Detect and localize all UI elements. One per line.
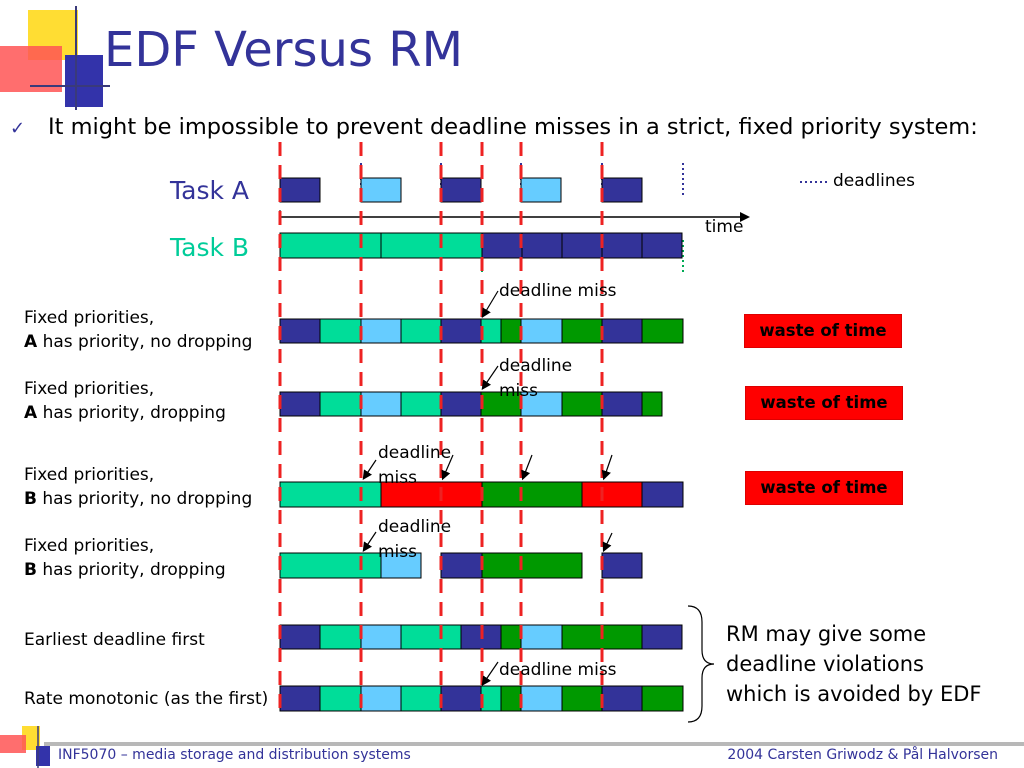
deadline-dashed-lines xyxy=(278,142,604,712)
task-a-label: Task A xyxy=(170,176,250,205)
deadline-miss-note-5: deadline miss xyxy=(499,660,617,680)
row3-label: Fixed priorities, B has priority, no dro… xyxy=(24,465,253,509)
task-b-timeline xyxy=(279,232,683,259)
row4-label: Fixed priorities, B has priority, droppi… xyxy=(24,536,226,580)
row4-timeline xyxy=(279,552,643,579)
deadline-miss-note-1: deadline miss xyxy=(499,281,617,301)
deadline-miss-arrows xyxy=(362,290,613,686)
bullet-text: It might be impossible to prevent deadli… xyxy=(48,114,978,140)
row5-label: Earliest deadline first xyxy=(24,630,205,650)
footer-bar xyxy=(44,742,1024,746)
waste-of-time-box-3: waste of time xyxy=(745,471,903,505)
row3-timeline xyxy=(279,481,684,508)
deadlines-legend-label: deadlines xyxy=(833,171,915,191)
row6-timeline xyxy=(279,685,684,712)
deadline-miss-note-4: deadline miss xyxy=(378,517,452,562)
task-a-timeline xyxy=(279,177,643,203)
time-axis-arrowhead xyxy=(740,212,750,222)
footer-blue-square xyxy=(36,746,50,766)
summary-text: RM may give some deadline violations whi… xyxy=(726,622,982,706)
footer-authors: 2004 Carsten Griwodz & Pål Halvorsen xyxy=(727,747,998,763)
waste-of-time-box-1: waste of time xyxy=(744,314,902,348)
slide-title: EDF Versus RM xyxy=(104,22,463,78)
deco-blue-square xyxy=(65,55,103,107)
row6-label: Rate monotonic (as the first) xyxy=(24,689,269,709)
waste-of-time-box-2: waste of time xyxy=(745,386,903,420)
footer-yellow-square xyxy=(22,726,40,750)
deadline-miss-note-3: deadline miss xyxy=(378,443,452,488)
checkmark-icon: ✓ xyxy=(10,118,26,139)
time-axis-label: time xyxy=(705,217,744,237)
footer-red-square xyxy=(0,735,26,753)
row1-label: Fixed priorities, A has priority, no dro… xyxy=(24,308,253,352)
summary-brace xyxy=(687,605,715,723)
row1-timeline xyxy=(279,318,684,344)
deadline-miss-note-2: deadline miss xyxy=(499,356,573,401)
row2-label: Fixed priorities, A has priority, droppi… xyxy=(24,379,226,423)
deco-red-square xyxy=(0,46,62,92)
task-b-label: Task B xyxy=(170,233,250,262)
footer-course: INF5070 – media storage and distribution… xyxy=(58,747,411,763)
row2-timeline xyxy=(279,391,663,417)
